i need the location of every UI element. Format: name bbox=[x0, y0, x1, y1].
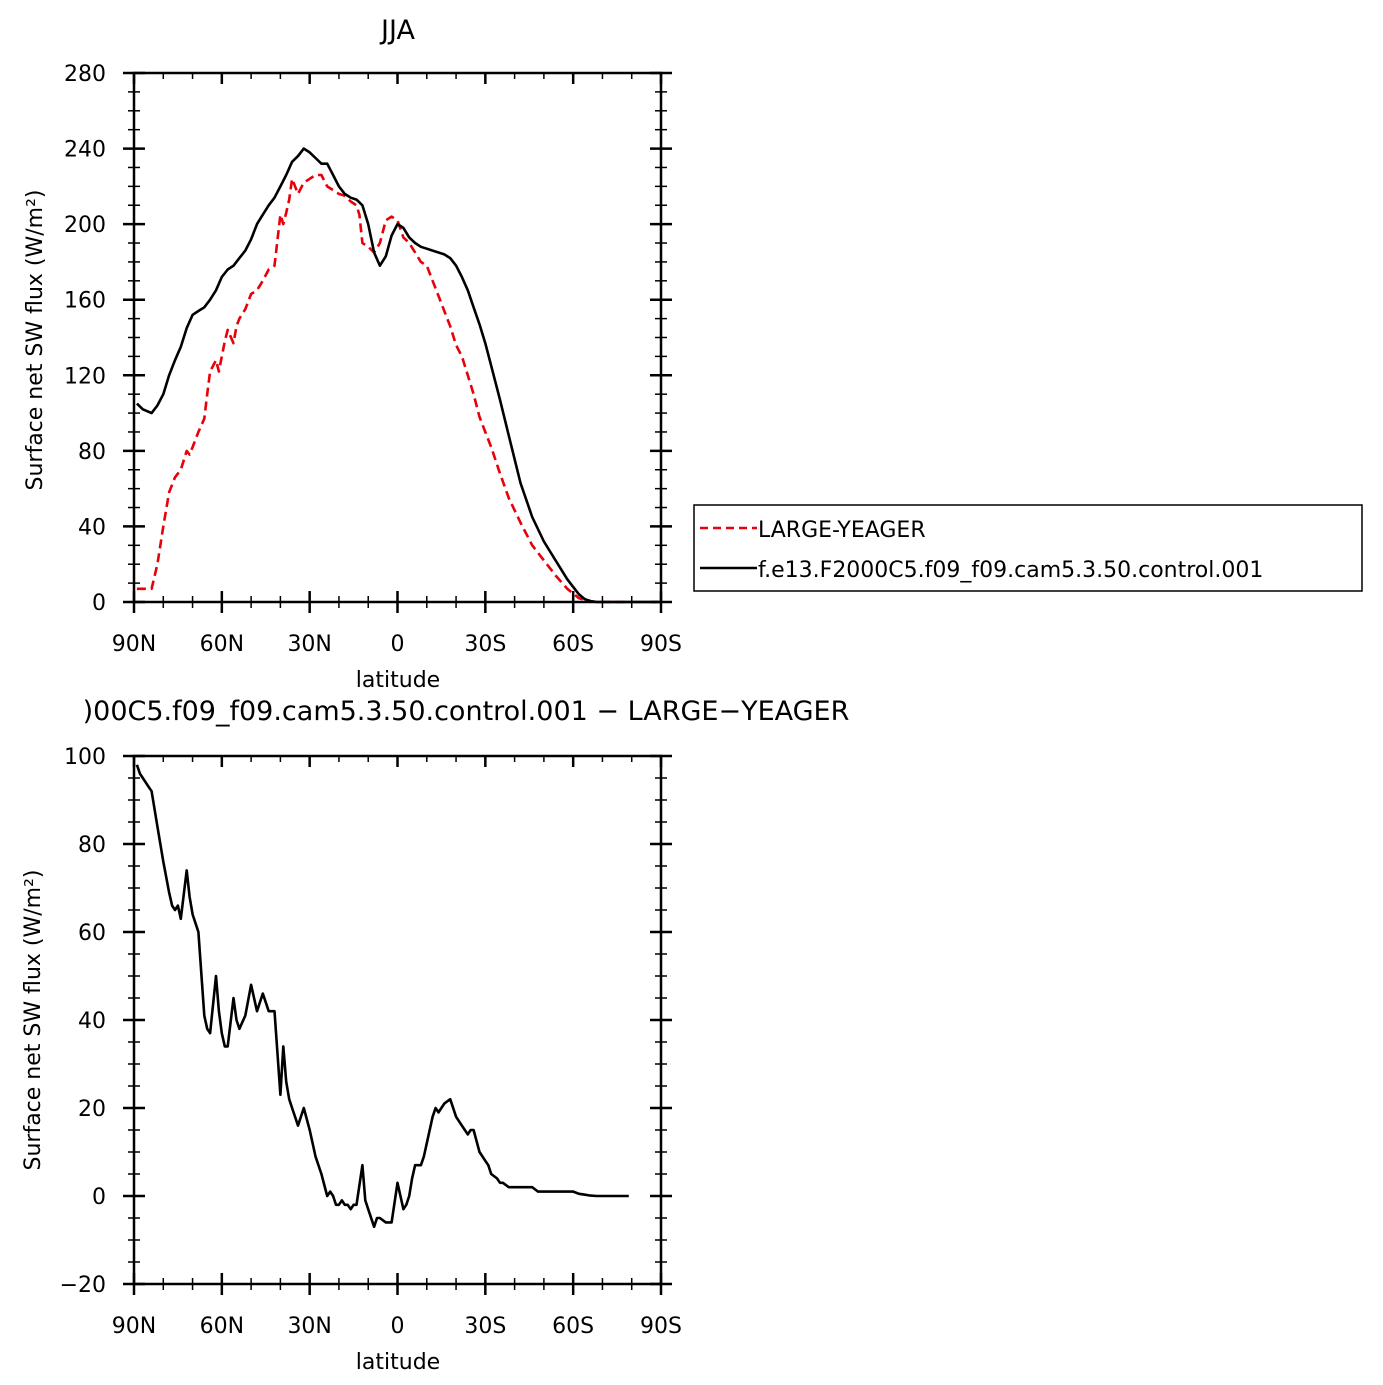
bottom-y-tick-label: 100 bbox=[64, 745, 106, 770]
legend: LARGE-YEAGER f.e13.F2000C5.f09_f09.cam5.… bbox=[693, 504, 1363, 592]
bottom-x-tick-label: 30S bbox=[464, 1314, 506, 1339]
top-y-tick-labels: 0 40 80 120 160 200 240 280 bbox=[64, 62, 106, 616]
bottom-x-tick-label: 0 bbox=[391, 1314, 405, 1339]
bottom-y-tick-labels: −20 0 20 40 60 80 100 bbox=[60, 745, 106, 1298]
top-x-tick-labels: 90N 60N 30N 0 30S 60S 90S bbox=[112, 632, 682, 657]
top-panel: JJA 90N 60N 30N 0 30S 60S 90S 0 40 80 120 160 200 24… bbox=[23, 15, 1363, 693]
top-x-tick-label: 30S bbox=[464, 632, 506, 657]
top-y-tick-label: 160 bbox=[64, 289, 106, 314]
top-chart-title: JJA bbox=[379, 15, 415, 46]
bottom-series-line-0 bbox=[135, 764, 629, 1229]
top-y-tick-label: 200 bbox=[64, 213, 106, 238]
top-y-tick-label: 0 bbox=[92, 591, 106, 616]
top-x-tick-label: 90N bbox=[112, 632, 156, 657]
top-x-tick-label: 60N bbox=[200, 632, 244, 657]
bottom-x-tick-label: 30N bbox=[287, 1314, 331, 1339]
bottom-panel: )00C5.f09_f09.cam5.3.50.control.001 − LA… bbox=[21, 696, 849, 1375]
bottom-series-lines bbox=[135, 764, 629, 1229]
bottom-y-tick-label: 40 bbox=[78, 1009, 106, 1034]
top-y-tick-label: 80 bbox=[78, 440, 106, 465]
top-y-axis-label: Surface net SW flux (W/m²) bbox=[23, 189, 48, 490]
top-x-tick-label: 0 bbox=[391, 632, 405, 657]
bottom-x-tick-label: 90S bbox=[640, 1314, 682, 1339]
top-y-tick-label: 40 bbox=[78, 515, 106, 540]
bottom-x-tick-labels: 90N 60N 30N 0 30S 60S 90S bbox=[112, 1314, 682, 1339]
top-tick-marks bbox=[123, 71, 672, 613]
top-x-tick-label: 30N bbox=[287, 632, 331, 657]
bottom-y-tick-label: 20 bbox=[78, 1097, 106, 1122]
top-x-tick-label: 90S bbox=[640, 632, 682, 657]
top-y-tick-label: 120 bbox=[64, 364, 106, 389]
top-y-tick-label: 240 bbox=[64, 138, 106, 163]
bottom-y-tick-label: 0 bbox=[92, 1185, 106, 1210]
legend-box bbox=[693, 504, 1363, 592]
top-x-axis-label: latitude bbox=[356, 668, 440, 693]
top-y-tick-label: 280 bbox=[64, 62, 106, 87]
top-series-lines bbox=[135, 147, 659, 604]
bottom-y-tick-label: 80 bbox=[78, 833, 106, 858]
bottom-x-tick-label: 90N bbox=[112, 1314, 156, 1339]
legend-label-large-yeager: LARGE-YEAGER bbox=[758, 518, 926, 543]
top-plot-frame bbox=[132, 71, 663, 604]
bottom-plot-frame bbox=[132, 754, 663, 1286]
bottom-x-tick-label: 60S bbox=[552, 1314, 594, 1339]
top-series-line-1 bbox=[135, 147, 659, 604]
bottom-x-tick-label: 60N bbox=[200, 1314, 244, 1339]
bottom-y-tick-label: 60 bbox=[78, 921, 106, 946]
bottom-chart-title: )00C5.f09_f09.cam5.3.50.control.001 − LA… bbox=[83, 696, 850, 727]
bottom-y-tick-label: −20 bbox=[60, 1273, 106, 1298]
top-series-line-0 bbox=[136, 173, 626, 604]
legend-label-control: f.e13.F2000C5.f09_f09.cam5.3.50.control.… bbox=[758, 558, 1263, 583]
top-x-tick-label: 60S bbox=[552, 632, 594, 657]
bottom-x-axis-label: latitude bbox=[356, 1350, 440, 1375]
bottom-y-axis-label: Surface net SW flux (W/m²) bbox=[21, 869, 46, 1170]
